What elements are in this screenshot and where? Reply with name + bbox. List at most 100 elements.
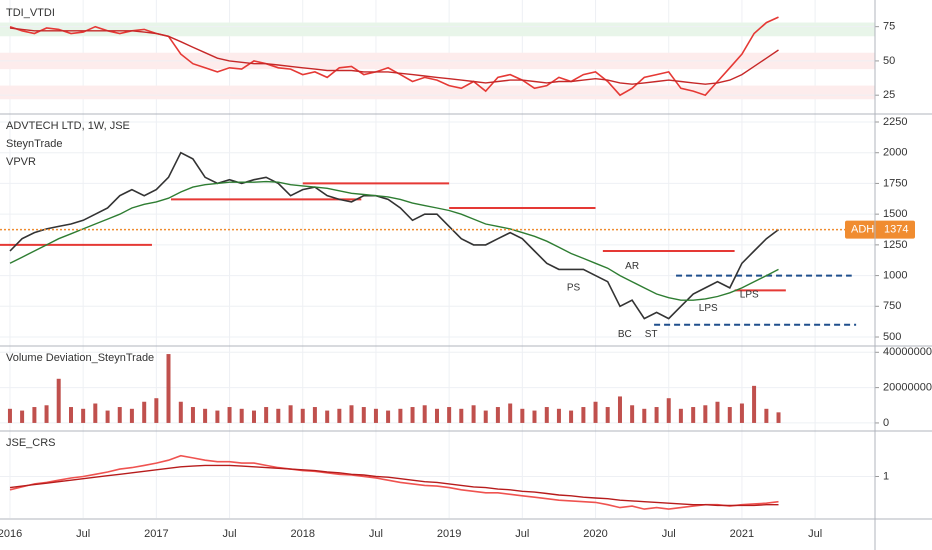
bar: [483, 410, 488, 423]
bar: [105, 410, 110, 423]
bar: [386, 410, 391, 423]
bar: [227, 407, 232, 423]
y-tick-label: 2250: [883, 116, 907, 128]
series-line: [9, 180, 779, 301]
x-tick-label: 2018: [291, 528, 315, 540]
panel-title: JSE_CRS: [6, 437, 56, 449]
panel-title: ADVTECH LTD, 1W, JSE: [6, 120, 130, 132]
y-tick-label: 1500: [883, 208, 907, 220]
x-tick-label: Jul: [223, 528, 237, 540]
series-line: [9, 27, 779, 85]
x-tick-label: 2017: [144, 528, 168, 540]
indicator-label: SteynTrade: [6, 138, 62, 150]
annotation: LPS: [699, 303, 718, 314]
bar: [752, 385, 757, 423]
bar: [264, 407, 269, 423]
bar: [349, 405, 354, 423]
y-tick-label: 2000: [883, 147, 907, 159]
bar: [81, 408, 86, 423]
bar: [666, 398, 671, 423]
bar: [703, 405, 708, 423]
y-tick-label: 75: [883, 21, 895, 33]
bar: [764, 408, 769, 423]
bar: [422, 405, 427, 423]
bar: [642, 408, 647, 423]
y-tick-label: 500: [883, 331, 901, 343]
x-tick-label: Jul: [369, 528, 383, 540]
bar: [678, 408, 683, 423]
series-line: [9, 16, 779, 97]
bar: [312, 407, 317, 423]
bar: [556, 408, 561, 423]
bar: [581, 407, 586, 423]
bar: [239, 408, 244, 423]
bar: [739, 403, 744, 423]
annotation: PS: [567, 283, 581, 294]
annotation: AR: [625, 261, 639, 272]
bar: [325, 410, 330, 423]
x-tick-label: 2021: [730, 528, 754, 540]
bar: [276, 408, 281, 423]
bar: [44, 405, 49, 423]
bar: [7, 408, 12, 423]
bar: [520, 408, 525, 423]
bar: [593, 401, 598, 423]
x-tick-label: Jul: [515, 528, 529, 540]
bar: [288, 405, 293, 423]
bar: [300, 408, 305, 423]
x-tick-label: Jul: [808, 528, 822, 540]
bar: [508, 403, 513, 423]
panel-title: Volume Deviation_SteynTrade: [6, 352, 154, 364]
bar: [251, 410, 256, 423]
bar: [373, 408, 378, 423]
y-tick-label: 40000000: [883, 346, 932, 358]
bar: [471, 405, 476, 423]
bar: [32, 407, 37, 423]
series-line: [9, 464, 779, 507]
x-tick-label: Jul: [76, 528, 90, 540]
y-tick-label: 750: [883, 300, 901, 312]
y-tick-label: 1000: [883, 269, 907, 281]
x-tick-label: 2020: [583, 528, 607, 540]
last-price: 1374: [884, 224, 908, 236]
bar: [190, 407, 195, 423]
bar: [532, 410, 537, 423]
x-tick-label: 2016: [0, 528, 22, 540]
bar: [154, 398, 159, 423]
y-tick-label: 1: [883, 470, 889, 482]
bar: [654, 407, 659, 423]
y-tick-label: 0: [883, 417, 889, 429]
y-tick-label: 50: [883, 55, 895, 67]
bar: [617, 396, 622, 423]
bar: [569, 410, 574, 423]
bar: [447, 407, 452, 423]
bar: [434, 408, 439, 423]
bar: [361, 407, 366, 423]
bar: [93, 403, 98, 423]
bar: [691, 407, 696, 423]
bar: [142, 401, 147, 423]
x-tick-label: 2019: [437, 528, 461, 540]
price-symbol: ADH: [851, 224, 874, 236]
bar: [605, 407, 610, 423]
bar: [776, 412, 781, 423]
bar: [178, 401, 183, 423]
bar: [203, 408, 208, 423]
annotation: LPS: [740, 289, 759, 300]
series-line: [9, 151, 779, 320]
bar: [410, 407, 415, 423]
y-tick-label: 1750: [883, 177, 907, 189]
bar: [715, 401, 720, 423]
annotation: BC: [618, 329, 632, 340]
bar: [544, 407, 549, 423]
y-tick-label: 20000000: [883, 382, 932, 394]
indicator-label: VPVR: [6, 156, 36, 168]
bar: [129, 408, 134, 423]
bar: [630, 405, 635, 423]
band: [0, 22, 875, 37]
x-tick-label: Jul: [662, 528, 676, 540]
y-tick-label: 1250: [883, 239, 907, 251]
bar: [215, 410, 220, 423]
bar: [56, 378, 61, 423]
